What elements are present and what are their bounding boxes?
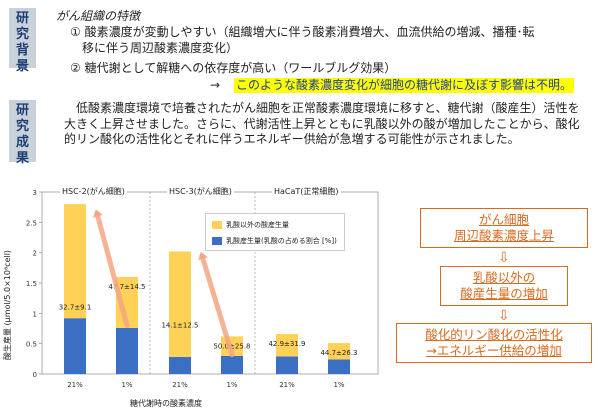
chart-legend: 乳酸以外の酸産生量 乳酸産生量(乳酸の占める割合 [%]) <box>205 213 345 251</box>
legend-item: 乳酸産生量(乳酸の占める割合 [%]) <box>212 236 337 246</box>
legend-label: 乳酸産生量(乳酸の占める割合 [%]) <box>226 237 337 245</box>
x-tick-label: 1% <box>333 381 344 389</box>
right-arrow-icon: → <box>210 78 221 92</box>
trend-arrow-icon <box>199 253 235 358</box>
legend-item: 乳酸以外の酸産生量 <box>212 220 289 230</box>
bar-segment <box>169 357 191 374</box>
flow-box-2-line: 乳酸以外の <box>472 270 536 285</box>
group-label: HSC-3(がん細胞) <box>167 186 234 197</box>
flow-box-2-line: 酸産生量の増加 <box>460 286 548 301</box>
tag-char: 究 <box>15 27 29 42</box>
bar-segment <box>64 204 86 319</box>
tag-char: 成 <box>15 135 29 150</box>
flow-box-1: がん細胞 周辺酸素濃度上昇 <box>420 208 588 248</box>
flow-box-1-line: 周辺酸素濃度上昇 <box>453 228 554 243</box>
background-item-1: ① 酸素濃度が変動しやすい（組織増大に伴う酸素消費増大、血流供給の増減、播種･転 <box>70 25 535 39</box>
background-title: がん組織の特徴 <box>56 9 141 23</box>
data-label: 44.7±26.3 <box>320 349 357 357</box>
y-axis-title: 酸生産量 (μmol/5.0×10⁶cell) <box>3 249 12 360</box>
x-tick-label: 1% <box>121 381 132 389</box>
tag-char: 研 <box>15 11 29 26</box>
flow-box-2: 乳酸以外の 酸産生量の増加 <box>440 266 568 306</box>
data-label: 47.7±14.5 <box>108 283 145 291</box>
group-label: HSC-2(がん細胞) <box>60 186 127 197</box>
down-arrow-icon: ⇩ <box>498 250 510 266</box>
group-label: HaCaT(正常細胞) <box>272 186 341 197</box>
trend-arrow-head-icon <box>197 251 209 261</box>
bar-segment <box>328 343 350 360</box>
trend-arrow-head-icon <box>92 209 103 218</box>
y-tick-label: 2.5 <box>26 219 37 227</box>
x-tick-label: 1% <box>226 381 237 389</box>
background-highlight: このような酸素濃度変化が細胞の糖代謝に及ぼす影響は不明。 <box>234 78 575 93</box>
tag-char: 景 <box>15 59 29 74</box>
y-tick-label: 0.5 <box>26 341 37 349</box>
flow-box-3: 酸化的リン酸化の活性化 →エネルギー供給の増加 <box>396 323 592 363</box>
down-arrow-icon: ⇩ <box>498 308 510 324</box>
tag-char: 究 <box>15 119 29 134</box>
trend-arrow-icon <box>94 210 130 328</box>
results-text: 低酸素濃度環境で培養されたがん細胞を正常酸素濃度環境に移すと、糖代謝（酸産生）活… <box>64 101 580 146</box>
data-label: 14.1±12.5 <box>161 321 198 329</box>
results-tag: 研 究 成 果 <box>9 100 36 166</box>
tag-char: 研 <box>15 103 29 118</box>
flow-box-3-line: →エネルギー供給の増加 <box>426 343 562 358</box>
y-tick-label: 2 <box>33 250 37 258</box>
y-tick-label: 0 <box>33 371 37 379</box>
y-tick-label: 1.5 <box>26 280 37 288</box>
bar-segment <box>64 318 86 374</box>
tag-char: 背 <box>15 43 29 58</box>
y-tick-label: 3 <box>33 189 37 197</box>
x-tick-label: 21% <box>172 381 188 389</box>
bar-segment <box>328 359 350 374</box>
background-item-1-cont: 移に伴う周辺酸素濃度変化） <box>82 41 239 55</box>
bar-segment <box>276 356 298 374</box>
y-tick-label: 1 <box>33 310 37 318</box>
legend-label: 乳酸以外の酸産生量 <box>226 221 289 229</box>
data-label: 42.9±31.9 <box>268 340 305 348</box>
flow-box-3-line: 酸化的リン酸化の活性化 <box>425 327 563 342</box>
bar-segment <box>169 251 191 358</box>
bar-segment <box>276 333 298 357</box>
x-tick-label: 21% <box>279 381 295 389</box>
bar-segment <box>116 327 138 374</box>
flow-box-1-line: がん細胞 <box>478 212 529 227</box>
tag-char: 果 <box>15 151 29 166</box>
data-label: 32.7±9.1 <box>59 303 92 311</box>
background-item-2: ② 糖代謝として解糖への依存度が高い（ワールブルグ効果） <box>70 61 397 75</box>
bar-segment <box>116 276 138 328</box>
legend-swatch <box>212 221 222 229</box>
bar-segment <box>221 355 243 374</box>
x-axis-title: 糖代謝時の酸素濃度 <box>130 399 202 408</box>
legend-swatch <box>212 237 222 245</box>
x-tick-label: 21% <box>67 381 83 389</box>
background-tag: 研 究 背 景 <box>9 8 36 74</box>
